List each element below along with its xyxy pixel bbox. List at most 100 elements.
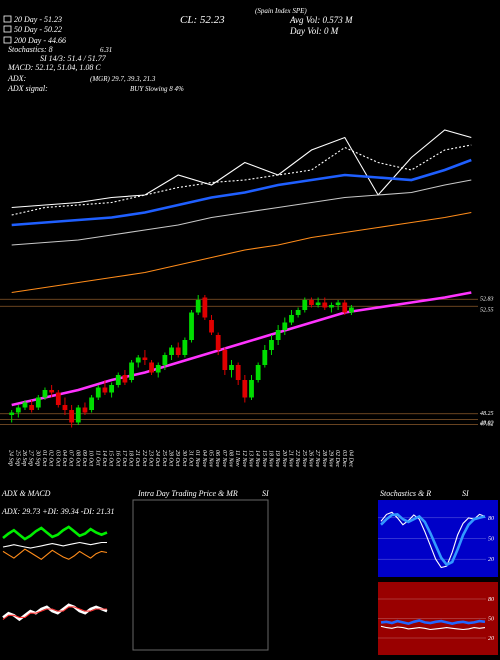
- header-text: 6.31: [100, 46, 112, 54]
- x-tick-label: 30 Oct: [181, 449, 187, 466]
- x-tick-label: 13 Nov: [247, 450, 253, 468]
- candle-body: [115, 375, 121, 385]
- candle-body: [322, 302, 328, 308]
- x-tick-label: 11 Oct: [94, 450, 100, 466]
- panel: [378, 500, 498, 577]
- x-tick-label: 18 Oct: [128, 450, 134, 466]
- candle-body: [155, 365, 161, 373]
- header-text: Stochastics: 8: [8, 45, 53, 54]
- y-tick-label: 20: [488, 636, 494, 642]
- header-text: (MGR) 29.7, 39.3, 21.3: [90, 75, 156, 83]
- candle-body: [269, 340, 274, 350]
- x-tick-label: 05 Nov: [208, 450, 214, 468]
- candle-body: [15, 407, 21, 413]
- candle-body: [309, 300, 314, 305]
- candle-body: [9, 412, 15, 415]
- candle-body: [302, 300, 308, 310]
- header-text: MACD: 52.12, 51.04, 1.08 C: [7, 63, 101, 72]
- candle-body: [35, 397, 41, 408]
- x-tick-label: 21 Nov: [287, 450, 293, 468]
- x-tick-label: 08 Oct: [74, 450, 80, 466]
- candle-body: [149, 362, 154, 373]
- indicator-line: [11, 158, 472, 227]
- candle-body: [215, 335, 221, 350]
- x-tick-label: 23 Oct: [148, 450, 154, 466]
- x-tick-label: 29 Nov: [327, 450, 333, 468]
- candle-body: [349, 307, 354, 313]
- indicator-line: [380, 619, 486, 626]
- header-text: Day Vol: 0 M: [289, 26, 339, 36]
- indicator-line: [380, 511, 486, 569]
- legend-swatch: [3, 36, 12, 44]
- y-tick-label: 20: [488, 557, 494, 563]
- x-tick-label: 11 Nov: [234, 450, 240, 467]
- candle-body: [275, 330, 281, 340]
- candle-body: [95, 387, 101, 398]
- candle-body: [189, 312, 194, 340]
- y-tick-label: 47.82: [480, 421, 494, 428]
- candle-body: [335, 302, 341, 305]
- x-tick-label: 28 Oct: [168, 450, 174, 466]
- candle-body: [235, 365, 241, 380]
- panel-subtitle: SI: [462, 489, 469, 498]
- x-tick-label: 25 Oct: [161, 450, 167, 466]
- x-tick-label: 26 Nov: [307, 450, 313, 468]
- candle-body: [142, 357, 148, 360]
- x-tick-label: 28 Nov: [321, 450, 327, 468]
- indicator-line: [2, 606, 107, 620]
- legend-swatch: [3, 25, 12, 33]
- candle-body: [75, 407, 81, 423]
- candle-body: [289, 315, 294, 323]
- x-tick-label: 07 Nov: [221, 450, 227, 468]
- x-tick-label: 29 Oct: [174, 450, 180, 466]
- y-tick-label: 52.83: [480, 296, 494, 302]
- x-tick-label: 27 Nov: [314, 450, 320, 468]
- panel-subtitle: ADX: 29.73 +DI: 39.34 -DI: 21.31: [1, 507, 115, 516]
- x-tick-label: 25 Nov: [301, 450, 307, 468]
- header-text: (Spain Index SPE): [255, 7, 307, 15]
- y-tick-label: 52.55: [480, 307, 494, 313]
- x-tick-label: 16 Oct: [114, 450, 120, 466]
- candle-body: [169, 347, 174, 355]
- panel: [378, 582, 498, 655]
- indicator-line: [2, 525, 108, 541]
- candle-body: [195, 300, 201, 313]
- x-tick-label: 04 Nov: [201, 450, 208, 468]
- candle-body: [282, 322, 288, 330]
- x-tick-label: 07 Oct: [68, 450, 74, 466]
- x-tick-label: 03 Dec: [341, 450, 347, 467]
- candle-body: [29, 405, 35, 410]
- x-tick-label: 22 Nov: [294, 450, 300, 468]
- indicator-line: [11, 211, 472, 294]
- header-text: CL: 52.23: [180, 14, 225, 26]
- panel-title: Intra Day Trading Price & MR: [137, 489, 238, 498]
- x-tick-label: 15 Oct: [108, 450, 114, 466]
- header-text: ADX signal:: [7, 84, 48, 93]
- candle-body: [135, 357, 141, 363]
- x-tick-label: 09 Oct: [81, 450, 87, 466]
- x-tick-label: 14 Oct: [101, 450, 108, 466]
- candle-body: [122, 375, 128, 383]
- x-tick-label: 14 Nov: [254, 450, 261, 468]
- x-tick-label: 22 Oct: [141, 450, 147, 466]
- header-text: BUY Slowing 8 4%: [130, 85, 184, 93]
- x-tick-label: 18 Nov: [267, 450, 273, 468]
- y-tick-label: 48.02: [480, 420, 494, 427]
- candle-body: [129, 362, 134, 380]
- candle-body: [249, 380, 254, 398]
- x-tick-label: 02 Oct: [48, 450, 54, 466]
- candle-body: [55, 392, 61, 405]
- y-tick-label: 50: [488, 617, 494, 623]
- indicator-line: [2, 603, 108, 622]
- x-tick-label: 15 Nov: [261, 450, 267, 468]
- header-text: 200 Day - 44.66: [14, 36, 66, 45]
- candle-body: [162, 355, 168, 365]
- x-tick-label: 27 Sep: [28, 450, 34, 466]
- panel: [132, 499, 269, 651]
- panel-title: Stochastics & R: [380, 489, 431, 498]
- x-tick-label: 06 Nov: [214, 450, 220, 468]
- candle-body: [202, 297, 208, 318]
- x-tick-label: 30 Sep: [34, 449, 40, 466]
- x-tick-label: 01 Nov: [194, 450, 200, 468]
